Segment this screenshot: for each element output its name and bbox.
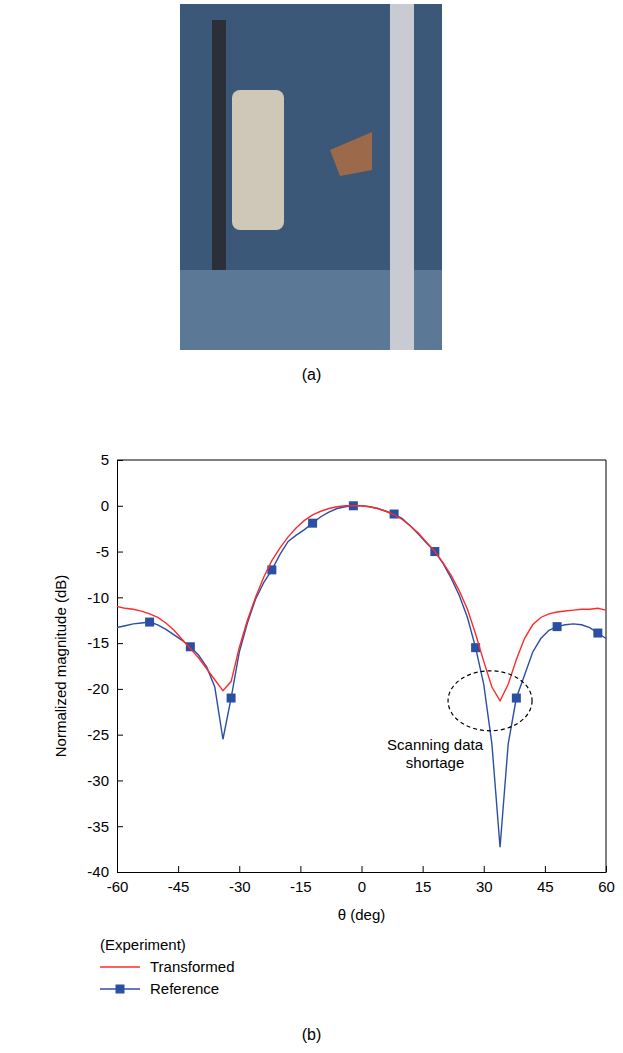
axis-line	[118, 872, 607, 873]
legend-label: Transformed	[150, 958, 234, 975]
tick-label: 0	[101, 497, 109, 514]
tick: 60	[598, 866, 615, 895]
tick: -30	[229, 866, 251, 895]
legend-marker	[116, 985, 125, 994]
tick-label: 0	[358, 878, 366, 895]
legend-label: Reference	[150, 980, 219, 997]
tick-label: -45	[168, 878, 190, 895]
tick-mark	[362, 866, 363, 872]
tick-mark	[117, 506, 123, 507]
photo-background	[180, 4, 442, 350]
series-line	[117, 506, 606, 701]
photo-frame	[390, 4, 414, 350]
series-marker	[308, 519, 317, 528]
tick-label: -30	[87, 772, 109, 789]
tick: -15	[87, 634, 123, 651]
legend-item: Transformed	[100, 958, 234, 975]
tick-mark	[117, 460, 123, 461]
tick: -40	[87, 863, 123, 880]
tick-mark	[545, 866, 546, 872]
series-marker	[227, 694, 236, 703]
tick: 0	[358, 866, 366, 895]
x-axis-title: θ (deg)	[338, 906, 386, 923]
photo-antenna	[232, 90, 284, 230]
tick: -10	[87, 589, 123, 606]
photo-rail	[212, 20, 226, 270]
photo-probe	[330, 132, 372, 176]
tick-mark	[178, 866, 179, 872]
tick-mark	[117, 780, 123, 781]
legend: (Experiment) Transformed Reference	[100, 936, 234, 997]
tick-label: -20	[87, 680, 109, 697]
tick-mark	[606, 866, 607, 872]
legend-title: (Experiment)	[100, 936, 186, 953]
tick-label: -35	[87, 818, 109, 835]
series-marker	[593, 629, 602, 638]
plot-area	[117, 501, 606, 847]
tick-label: -5	[96, 543, 109, 560]
tick-label: -10	[87, 589, 109, 606]
tick-mark	[117, 689, 123, 690]
series-marker	[145, 618, 154, 627]
series-marker	[512, 694, 521, 703]
tick-mark	[117, 872, 123, 873]
tick-label: -30	[229, 878, 251, 895]
tick: -5	[96, 543, 123, 560]
photo	[180, 4, 442, 350]
tick-mark	[117, 826, 123, 827]
tick-mark	[239, 866, 240, 872]
tick-mark	[117, 552, 123, 553]
annotation-line: Scanning data	[387, 736, 484, 753]
x-axis: -60 -45 -30 -15 0 15 30 45 60	[107, 866, 615, 895]
tick-mark	[484, 866, 485, 872]
tick: -20	[87, 680, 123, 697]
annotation-ellipse	[448, 671, 532, 731]
panel-label: (a)	[302, 366, 322, 383]
panel-label: (b)	[302, 1026, 322, 1043]
y-axis: 5 0 -5 -10 -15 -20 -25 -30 -35 -40	[87, 451, 123, 880]
annotation-line: shortage	[406, 754, 464, 771]
plot-frame	[606, 460, 607, 872]
tick: -30	[87, 772, 123, 789]
annotation: Scanning datashortage	[387, 736, 484, 771]
tick: -15	[290, 866, 312, 895]
tick: -25	[87, 726, 123, 743]
tick: 30	[476, 866, 493, 895]
tick-mark	[423, 866, 424, 872]
tick-label: 60	[598, 878, 615, 895]
series-line	[117, 506, 606, 848]
tick: -35	[87, 818, 123, 835]
tick-label: -15	[87, 634, 109, 651]
series-marker	[553, 622, 562, 631]
axis-line	[117, 461, 118, 873]
tick-label: 30	[476, 878, 493, 895]
tick: 45	[537, 866, 554, 895]
plot-frame	[117, 460, 606, 461]
tick-mark	[117, 597, 123, 598]
tick: 5	[101, 451, 123, 468]
tick: -45	[168, 866, 190, 895]
tick-mark	[117, 643, 123, 644]
y-axis-title: Normalized magnitude (dB)	[52, 575, 69, 758]
legend-swatch	[100, 966, 140, 967]
tick: 0	[101, 497, 123, 514]
tick: 15	[415, 866, 432, 895]
legend-item: Reference	[100, 980, 219, 997]
figure: (a) -60 -45 -30 -15 0 15 30 45 60 5 0 -5 -10 -15 -20 -25…	[0, 0, 623, 1053]
tick-label: -60	[107, 878, 129, 895]
series-marker	[186, 642, 195, 651]
tick-label: 15	[415, 878, 432, 895]
tick-label: 5	[101, 451, 109, 468]
tick-label: -25	[87, 726, 109, 743]
tick-mark	[300, 866, 301, 872]
tick-label: 45	[537, 878, 554, 895]
tick-mark	[117, 735, 123, 736]
tick-label: -15	[290, 878, 312, 895]
tick-label: -40	[87, 863, 109, 880]
